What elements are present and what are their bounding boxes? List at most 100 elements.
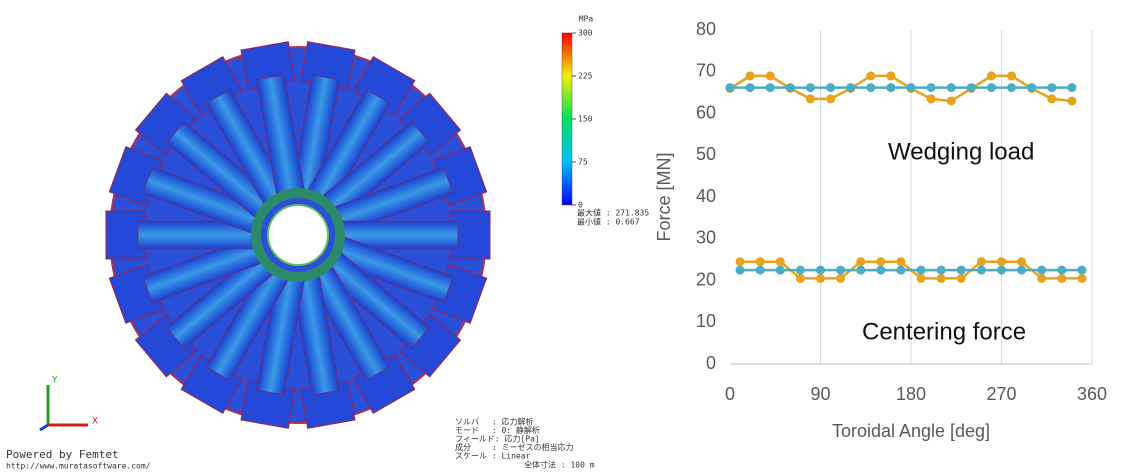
bore [268,205,328,265]
point [866,83,875,92]
axis-z-arrow [40,425,48,430]
point [1037,266,1046,275]
y-tick-label: 30 [696,228,716,248]
point [967,83,976,92]
point [1007,71,1016,80]
colorbar-unit: MPa [579,15,594,24]
point [977,257,986,266]
point [736,257,745,266]
info-row: 成分 : ミーゼスの相当応力 [455,442,573,452]
y-tick-label: 40 [696,186,716,206]
point [957,274,966,283]
point [796,274,805,283]
point [726,83,735,92]
point [1017,257,1026,266]
point [1077,266,1086,275]
y-axis-label: Force [MN] [654,152,674,241]
annotation: Centering force [862,318,1026,345]
point [1027,83,1036,92]
info-row: フィールド: 応力[Pa] [455,434,540,444]
point [826,94,835,103]
y-tick-label: 70 [696,61,716,81]
info-row: スケール : Linear [455,452,531,461]
point [917,266,926,275]
point [977,266,986,275]
colorbar-tick-label: 225 [578,72,593,81]
info-row: ソルバ : 応力解析 [455,417,533,427]
colorbar-tick-label: 150 [578,115,593,124]
point [957,266,966,275]
min-label: 最小値 : 0.667 [577,217,640,227]
point [766,83,775,92]
point [937,266,946,275]
y-tick-label: 0 [706,353,716,373]
point [766,71,775,80]
point [1037,274,1046,283]
point [756,257,765,266]
point [856,266,865,275]
point [927,83,936,92]
point [1057,266,1066,275]
powered-by: Powered by Femtet [6,448,119,461]
point [796,266,805,275]
point [816,274,825,283]
colorbar-tick-label: 0 [578,201,583,210]
point [786,83,795,92]
simulation-render [106,42,490,429]
point [826,83,835,92]
axis-x: X [92,417,98,427]
info-row: モード : 0: 静解析 [455,425,540,435]
annotation: Wedging load [888,138,1034,165]
point [1067,83,1076,92]
point [947,83,956,92]
point [896,266,905,275]
point [1047,94,1056,103]
x-tick-label: 180 [896,384,926,404]
point [937,274,946,283]
point [806,94,815,103]
colorbar [562,33,572,205]
point [876,266,885,275]
page: MPa 最大値 : 271.835 最小値 : 0.667 Y X Powere… [0,0,1121,473]
axis-y: Y [51,376,58,386]
point [1067,96,1076,105]
point [987,71,996,80]
point [776,266,785,275]
point [866,71,875,80]
point [816,266,825,275]
x-axis-label: Toroidal Angle [deg] [832,421,990,441]
point [836,266,845,275]
point [1057,274,1066,283]
colorbar-tick-label: 300 [578,29,593,38]
point [876,257,885,266]
x-tick-label: 270 [986,384,1016,404]
x-tick-label: 0 [725,384,735,404]
point [736,266,745,275]
point [776,257,785,266]
point [917,274,926,283]
point [987,83,996,92]
point [856,257,865,266]
point [746,71,755,80]
point [896,257,905,266]
y-tick-label: 60 [696,102,716,122]
y-tick-label: 10 [696,311,716,331]
x-tick-label: 360 [1077,384,1107,404]
point [927,94,936,103]
y-tick-label: 80 [696,19,716,39]
point [1077,274,1086,283]
point [947,96,956,105]
point [886,83,895,92]
colorbar-tick-label: 75 [578,158,588,167]
x-tick-label: 90 [810,384,830,404]
point [886,71,895,80]
point [907,83,916,92]
point [836,274,845,283]
point [756,266,765,275]
point [746,83,755,92]
point [806,83,815,92]
point [846,83,855,92]
y-tick-label: 50 [696,144,716,164]
